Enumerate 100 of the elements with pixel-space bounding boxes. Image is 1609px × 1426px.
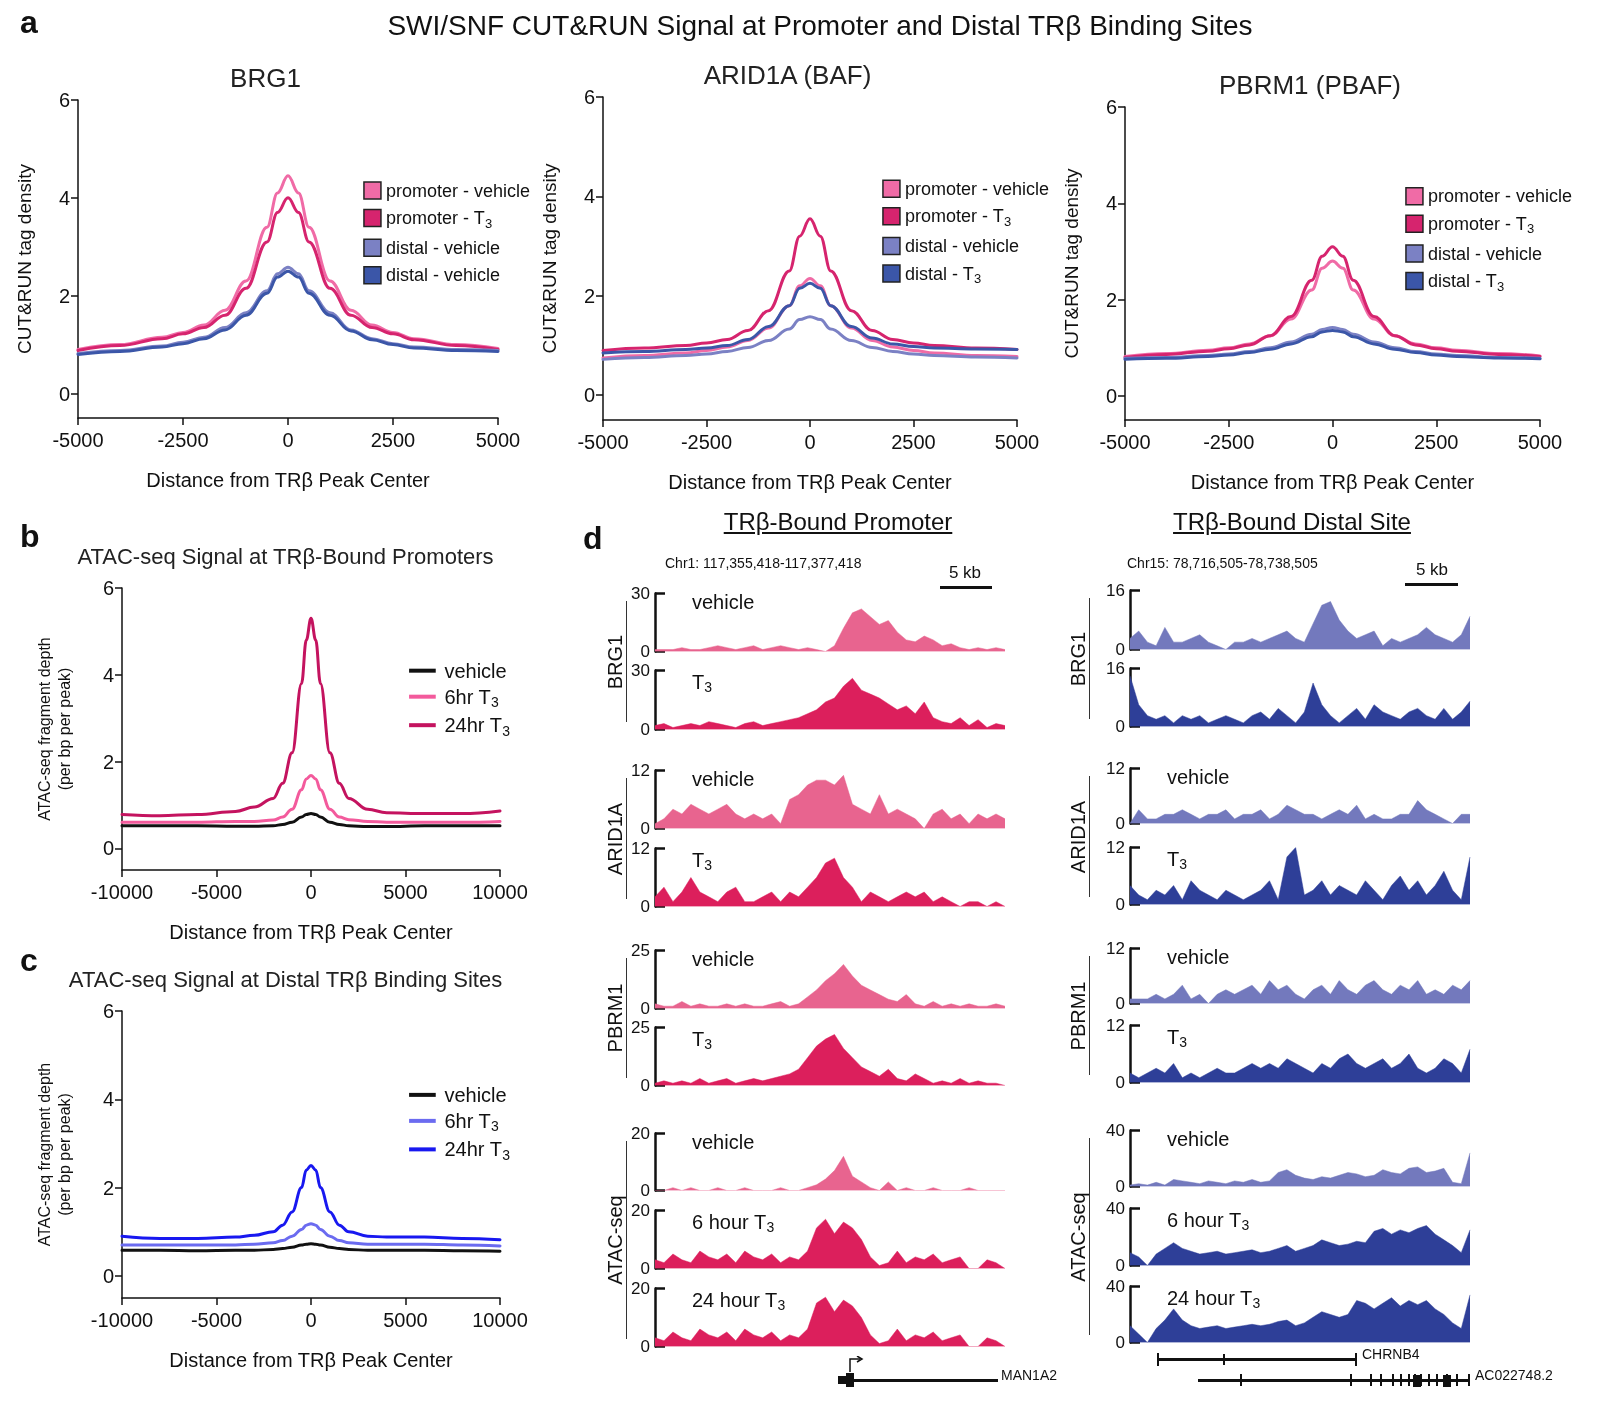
x-tick-label: 0 bbox=[1326, 431, 1339, 453]
y-tick-label: 0 bbox=[1105, 384, 1117, 407]
y-tick-label: 12 bbox=[1106, 759, 1125, 778]
text: Chr15: 78,716,505-78,738,505 bbox=[1127, 555, 1318, 571]
y-axis-title: CUT&RUN tag density bbox=[13, 163, 35, 355]
y-tick-label: 0 bbox=[1115, 1073, 1125, 1092]
x-tick-label: -10000 bbox=[90, 1309, 154, 1331]
y-tick-label: 2 bbox=[102, 1176, 114, 1199]
text: TRβ-Bound Distal Site bbox=[1173, 508, 1411, 535]
y-axis-title: CUT&RUN tag density bbox=[1060, 167, 1082, 359]
text: MAN1A2 bbox=[1001, 1367, 1058, 1383]
x-tick-label: -5000 bbox=[1099, 431, 1151, 453]
legend-label: promoter - vehicle bbox=[904, 178, 1050, 199]
x-tick-label: -2500 bbox=[1203, 431, 1255, 453]
line-series bbox=[601, 315, 1019, 361]
text: TRβ-Bound Promoter bbox=[723, 508, 953, 535]
y-tick-label: 0 bbox=[640, 999, 650, 1018]
legend-label: distal - vehicle bbox=[385, 265, 500, 286]
y-tick-label: 0 bbox=[1115, 814, 1125, 833]
y-tick-label: 0 bbox=[640, 897, 650, 916]
y-tick-label: 0 bbox=[102, 1264, 114, 1287]
y-tick-label: 30 bbox=[631, 661, 650, 680]
y-axis-title: BRG1 bbox=[1066, 631, 1090, 686]
y-tick-label: 0 bbox=[1115, 640, 1125, 659]
y-axis-title: ATAC-seq bbox=[603, 1195, 627, 1285]
y-tick-label: 4 bbox=[583, 185, 595, 208]
y-tick-label: 0 bbox=[640, 1337, 650, 1356]
text: Chr1: 117,355,418-117,377,418 bbox=[665, 555, 862, 571]
y-tick-label: 0 bbox=[1115, 1333, 1125, 1352]
y-tick-label: 40 bbox=[1106, 1121, 1125, 1140]
chart-title: BRG1 bbox=[230, 63, 301, 93]
x-axis-title: Distance from TRβ Peak Center bbox=[146, 469, 431, 491]
text: a bbox=[20, 4, 38, 40]
y-tick-label: 12 bbox=[1106, 1016, 1125, 1035]
y-tick-label: 12 bbox=[631, 839, 650, 858]
x-axis-title: Distance from TRβ Peak Center bbox=[1190, 471, 1475, 493]
text: c bbox=[20, 942, 38, 978]
y-tick-label: 4 bbox=[58, 186, 70, 209]
x-tick-label: -2500 bbox=[680, 431, 733, 453]
y-tick-label: 4 bbox=[1105, 192, 1117, 215]
x-tick-label: 5000 bbox=[994, 431, 1040, 453]
y-axis-title: ATAC-seq fragment depth (per bp per peak) bbox=[35, 1062, 73, 1247]
chart-title: vehicle bbox=[1167, 766, 1230, 788]
y-tick-label: 0 bbox=[1115, 1177, 1125, 1196]
y-tick-label: 20 bbox=[631, 1201, 650, 1220]
x-tick-label: 0 bbox=[305, 1309, 317, 1331]
y-tick-label: 40 bbox=[1106, 1277, 1125, 1296]
y-tick-label: 6 bbox=[58, 89, 70, 111]
text: SWI/SNF CUT&RUN Signal at Promoter and Distal TRβ Binding Sites bbox=[387, 10, 1253, 41]
x-tick-label: -5000 bbox=[190, 1309, 243, 1331]
chart-title: vehicle bbox=[692, 948, 755, 970]
y-tick-label: 0 bbox=[640, 819, 650, 838]
y-tick-label: 0 bbox=[58, 382, 70, 405]
chart-title: vehicle bbox=[1167, 946, 1230, 968]
y-tick-label: 12 bbox=[1106, 939, 1125, 958]
y-tick-label: 20 bbox=[631, 1279, 650, 1298]
x-axis-title: Distance from TRβ Peak Center bbox=[169, 921, 454, 943]
y-tick-label: 4 bbox=[102, 1088, 114, 1111]
y-axis-title: ATAC-seq fragment depth (per bp per peak) bbox=[35, 637, 73, 821]
y-tick-label: 16 bbox=[1106, 659, 1125, 678]
y-tick-label: 6 bbox=[102, 1000, 114, 1022]
x-tick-label: 2500 bbox=[1414, 431, 1459, 453]
chart-title: ATAC-seq Signal at TRβ-Bound Promoters bbox=[77, 543, 494, 569]
text: 5 kb bbox=[1415, 559, 1449, 579]
y-tick-label: 2 bbox=[583, 284, 595, 307]
chart-title: ARID1A (BAF) bbox=[703, 60, 872, 90]
x-tick-label: 5000 bbox=[475, 429, 521, 451]
chart-title: vehicle bbox=[692, 1131, 755, 1153]
text: AC022748.2 bbox=[1475, 1367, 1553, 1383]
y-tick-label: 12 bbox=[1106, 838, 1125, 857]
x-tick-label: 5000 bbox=[1517, 431, 1563, 453]
x-tick-label: 10000 bbox=[472, 881, 528, 903]
y-tick-label: 0 bbox=[1115, 717, 1125, 736]
y-tick-label: 2 bbox=[1105, 288, 1117, 311]
chart-title: vehicle bbox=[1167, 1128, 1230, 1150]
y-axis-title: PBRM1 bbox=[1066, 981, 1090, 1050]
chart-title: vehicle bbox=[692, 768, 755, 790]
y-tick-label: 0 bbox=[583, 384, 595, 407]
y-tick-label: 2 bbox=[58, 284, 70, 307]
y-axis-title: BRG1 bbox=[603, 634, 627, 689]
text: CHRNB4 bbox=[1362, 1346, 1420, 1362]
y-tick-label: 0 bbox=[640, 720, 650, 739]
x-tick-label: 2500 bbox=[891, 431, 936, 453]
y-axis-title: ARID1A bbox=[603, 802, 627, 875]
x-tick-label: 2500 bbox=[370, 429, 416, 451]
x-tick-label: -5000 bbox=[190, 881, 243, 903]
y-tick-label: 16 bbox=[1106, 581, 1125, 600]
y-axis-title: PBRM1 bbox=[603, 983, 627, 1053]
line-series bbox=[120, 1164, 502, 1242]
y-tick-label: 0 bbox=[102, 837, 114, 860]
x-tick-label: 5000 bbox=[383, 1309, 428, 1331]
x-tick-label: 0 bbox=[282, 429, 294, 451]
legend-label: promoter - vehicle bbox=[385, 180, 531, 201]
y-axis-title: ATAC-seq bbox=[1066, 1191, 1090, 1282]
y-tick-label: 40 bbox=[1106, 1199, 1125, 1218]
text: b bbox=[20, 518, 40, 554]
y-tick-label: 30 bbox=[631, 584, 650, 603]
x-tick-label: 5000 bbox=[383, 881, 428, 903]
legend-label: vehicle bbox=[444, 1083, 507, 1106]
x-tick-label: 0 bbox=[804, 431, 816, 453]
